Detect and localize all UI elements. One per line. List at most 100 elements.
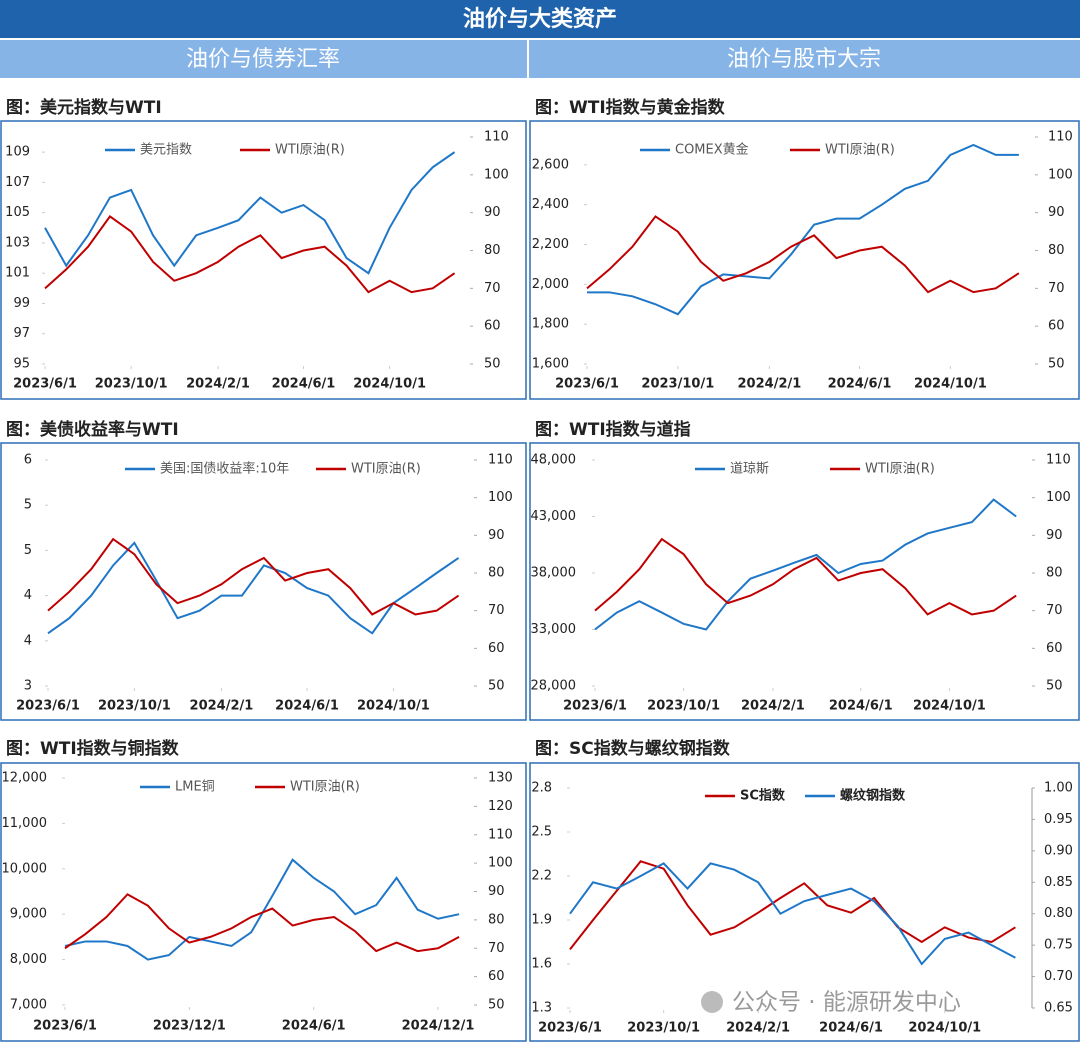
y2-tick-label: 80 (488, 566, 505, 581)
series-line (569, 862, 1016, 966)
y2-tick-label: 100 (488, 490, 513, 505)
legend-label: SC指数 (740, 788, 786, 804)
chart-panel (0, 120, 527, 400)
y-tick-label: 10,000 (2, 861, 48, 876)
x-tick-label: 2023/6/1 (555, 377, 619, 392)
y-tick-label: 38,000 (531, 566, 577, 581)
watermark-icon (701, 991, 723, 1013)
x-tick-label: 2023/6/1 (16, 699, 80, 714)
y2-tick-label: 80 (488, 912, 505, 927)
y2-tick-label: 70 (1048, 281, 1065, 296)
y2-tick-label: 50 (1046, 679, 1063, 694)
y-tick-label: 107 (5, 175, 30, 190)
x-tick-label: 2024/6/1 (819, 1021, 883, 1036)
charts: 图：美元指数与WTI 95 97 99 101 103 105 107 109 50 60 70 80 9… (0, 97, 1080, 1042)
y2-tick-label: 130 (488, 771, 513, 786)
y-tick-label: 48,000 (531, 453, 577, 468)
y2-tick-label: 0.95 (1044, 812, 1073, 827)
series-line (47, 537, 460, 616)
x-tick-label: 2024/10/1 (908, 1021, 981, 1036)
y-tick-label: 2,600 (532, 157, 569, 172)
series-line (569, 860, 1016, 950)
y2-tick-label: 0.70 (1044, 969, 1073, 984)
y2-tick-label: 70 (488, 603, 505, 618)
legend-label: WTI原油(R) (275, 143, 345, 158)
chart-panel (529, 762, 1080, 1042)
chart-title: 图：SC指数与螺纹钢指数 (535, 738, 731, 759)
legend-label: 螺纹钢指数 (840, 788, 906, 804)
y2-tick-label: 50 (1048, 357, 1065, 372)
y2-tick-label: 110 (1048, 130, 1073, 145)
x-tick-label: 2024/2/1 (190, 699, 254, 714)
header-bar (0, 0, 1080, 38)
y2-tick-label: 80 (1046, 566, 1063, 581)
x-tick-label: 2024/2/1 (726, 1021, 790, 1036)
y-tick-label: 2,200 (532, 237, 569, 252)
legend-label: WTI原油(R) (290, 780, 360, 795)
y-tick-label: 7,000 (10, 998, 47, 1013)
y2-tick-label: 110 (484, 130, 509, 145)
series-line (64, 893, 460, 953)
section-bar (0, 40, 527, 78)
y-tick-label: 5 (24, 498, 32, 513)
x-tick-label: 2024/6/1 (829, 699, 893, 714)
series-line (587, 143, 1019, 316)
y-tick-label: 1.6 (531, 957, 552, 972)
y2-tick-label: 60 (1048, 319, 1065, 334)
y2-tick-label: 0.65 (1044, 1001, 1073, 1016)
x-tick-label: 2024/2/1 (186, 377, 250, 392)
chart-panel (529, 120, 1080, 400)
y2-tick-label: 110 (488, 453, 513, 468)
y2-tick-label: 110 (1046, 453, 1071, 468)
legend-label: 道琼斯 (730, 462, 769, 477)
x-tick-label: 2024/10/1 (913, 699, 986, 714)
y-tick-label: 2,000 (532, 277, 569, 292)
chart-panel (529, 442, 1080, 721)
y-tick-label: 43,000 (531, 509, 577, 524)
series-line (594, 498, 1017, 631)
y-tick-label: 2,400 (532, 197, 569, 212)
chart-panel (0, 442, 527, 721)
y2-tick-label: 1.00 (1044, 781, 1073, 796)
x-tick-label: 2023/12/1 (153, 1019, 226, 1034)
y-tick-label: 1,600 (532, 357, 569, 372)
y2-tick-label: 0.85 (1044, 875, 1073, 890)
y2-tick-label: 0.90 (1044, 843, 1073, 858)
y2-tick-label: 50 (488, 679, 505, 694)
chart-title: 图：美债收益率与WTI (6, 419, 179, 440)
chart-title: 图：美元指数与WTI (6, 97, 162, 118)
y2-tick-label: 90 (488, 528, 505, 543)
y2-tick-label: 100 (488, 856, 513, 871)
x-tick-label: 2024/10/1 (914, 377, 987, 392)
legend-label: 美元指数 (140, 143, 192, 158)
legend-label: LME铜 (175, 780, 215, 795)
chart-title: 图：WTI指数与黄金指数 (535, 97, 726, 118)
section-bar (529, 40, 1080, 78)
x-tick-label: 2023/10/1 (641, 377, 714, 392)
watermark: 公众号 · 能源研发中心 (732, 990, 961, 1016)
y-tick-label: 28,000 (531, 679, 577, 694)
y-tick-label: 2.8 (531, 781, 552, 796)
y-tick-label: 1.3 (531, 1001, 552, 1016)
x-tick-label: 2023/6/1 (13, 377, 77, 392)
legend-label: COMEX黄金 (675, 142, 749, 158)
legend-label: WTI原油(R) (825, 143, 895, 158)
y2-tick-label: 70 (488, 941, 505, 956)
y-tick-label: 1.9 (531, 913, 552, 928)
y-tick-label: 4 (24, 633, 32, 648)
y-tick-label: 5 (24, 543, 32, 558)
y2-tick-label: 60 (1046, 641, 1063, 656)
x-tick-label: 2024/6/1 (828, 377, 892, 392)
x-tick-label: 2024/10/1 (353, 377, 426, 392)
y2-tick-label: 90 (1048, 205, 1065, 220)
y2-tick-label: 100 (1046, 490, 1071, 505)
chart-panel (0, 762, 527, 1042)
y-tick-label: 11,000 (2, 816, 48, 831)
y-tick-label: 12,000 (2, 771, 48, 786)
x-tick-label: 2023/10/1 (95, 377, 168, 392)
y-tick-label: 101 (5, 266, 30, 281)
series-line (47, 541, 460, 635)
section-title: 油价与股市大宗 (727, 47, 881, 72)
x-tick-label: 2023/6/1 (538, 1021, 602, 1036)
y2-tick-label: 100 (1048, 167, 1073, 182)
